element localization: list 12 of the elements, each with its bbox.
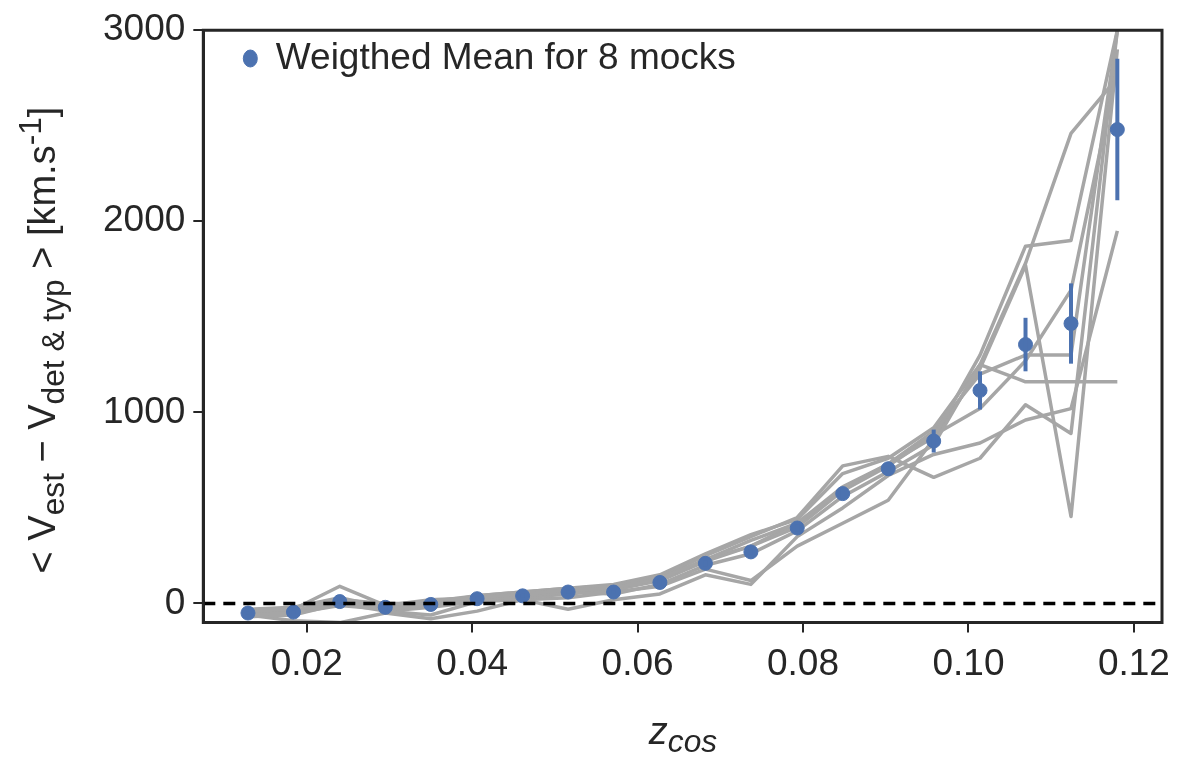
x-tick-label: 0.12 bbox=[1097, 642, 1170, 683]
x-tick-label: 0.08 bbox=[767, 642, 840, 683]
x-tick-label: 0.06 bbox=[601, 642, 674, 683]
x-tick-label: 0.10 bbox=[932, 642, 1005, 683]
x-tick-label: 0.04 bbox=[436, 642, 509, 683]
legend-label: Weigthed Mean for 8 mocks bbox=[275, 35, 736, 77]
x-tick-label: 0.02 bbox=[270, 642, 343, 683]
x-axis-title: z$_{cos}$ bbox=[648, 709, 718, 761]
y-tick-label: 0 bbox=[164, 580, 186, 622]
y-tick-label: 3000 bbox=[103, 7, 186, 49]
y-tick-label: 1000 bbox=[103, 389, 186, 431]
y-tick-label: 2000 bbox=[103, 198, 186, 240]
